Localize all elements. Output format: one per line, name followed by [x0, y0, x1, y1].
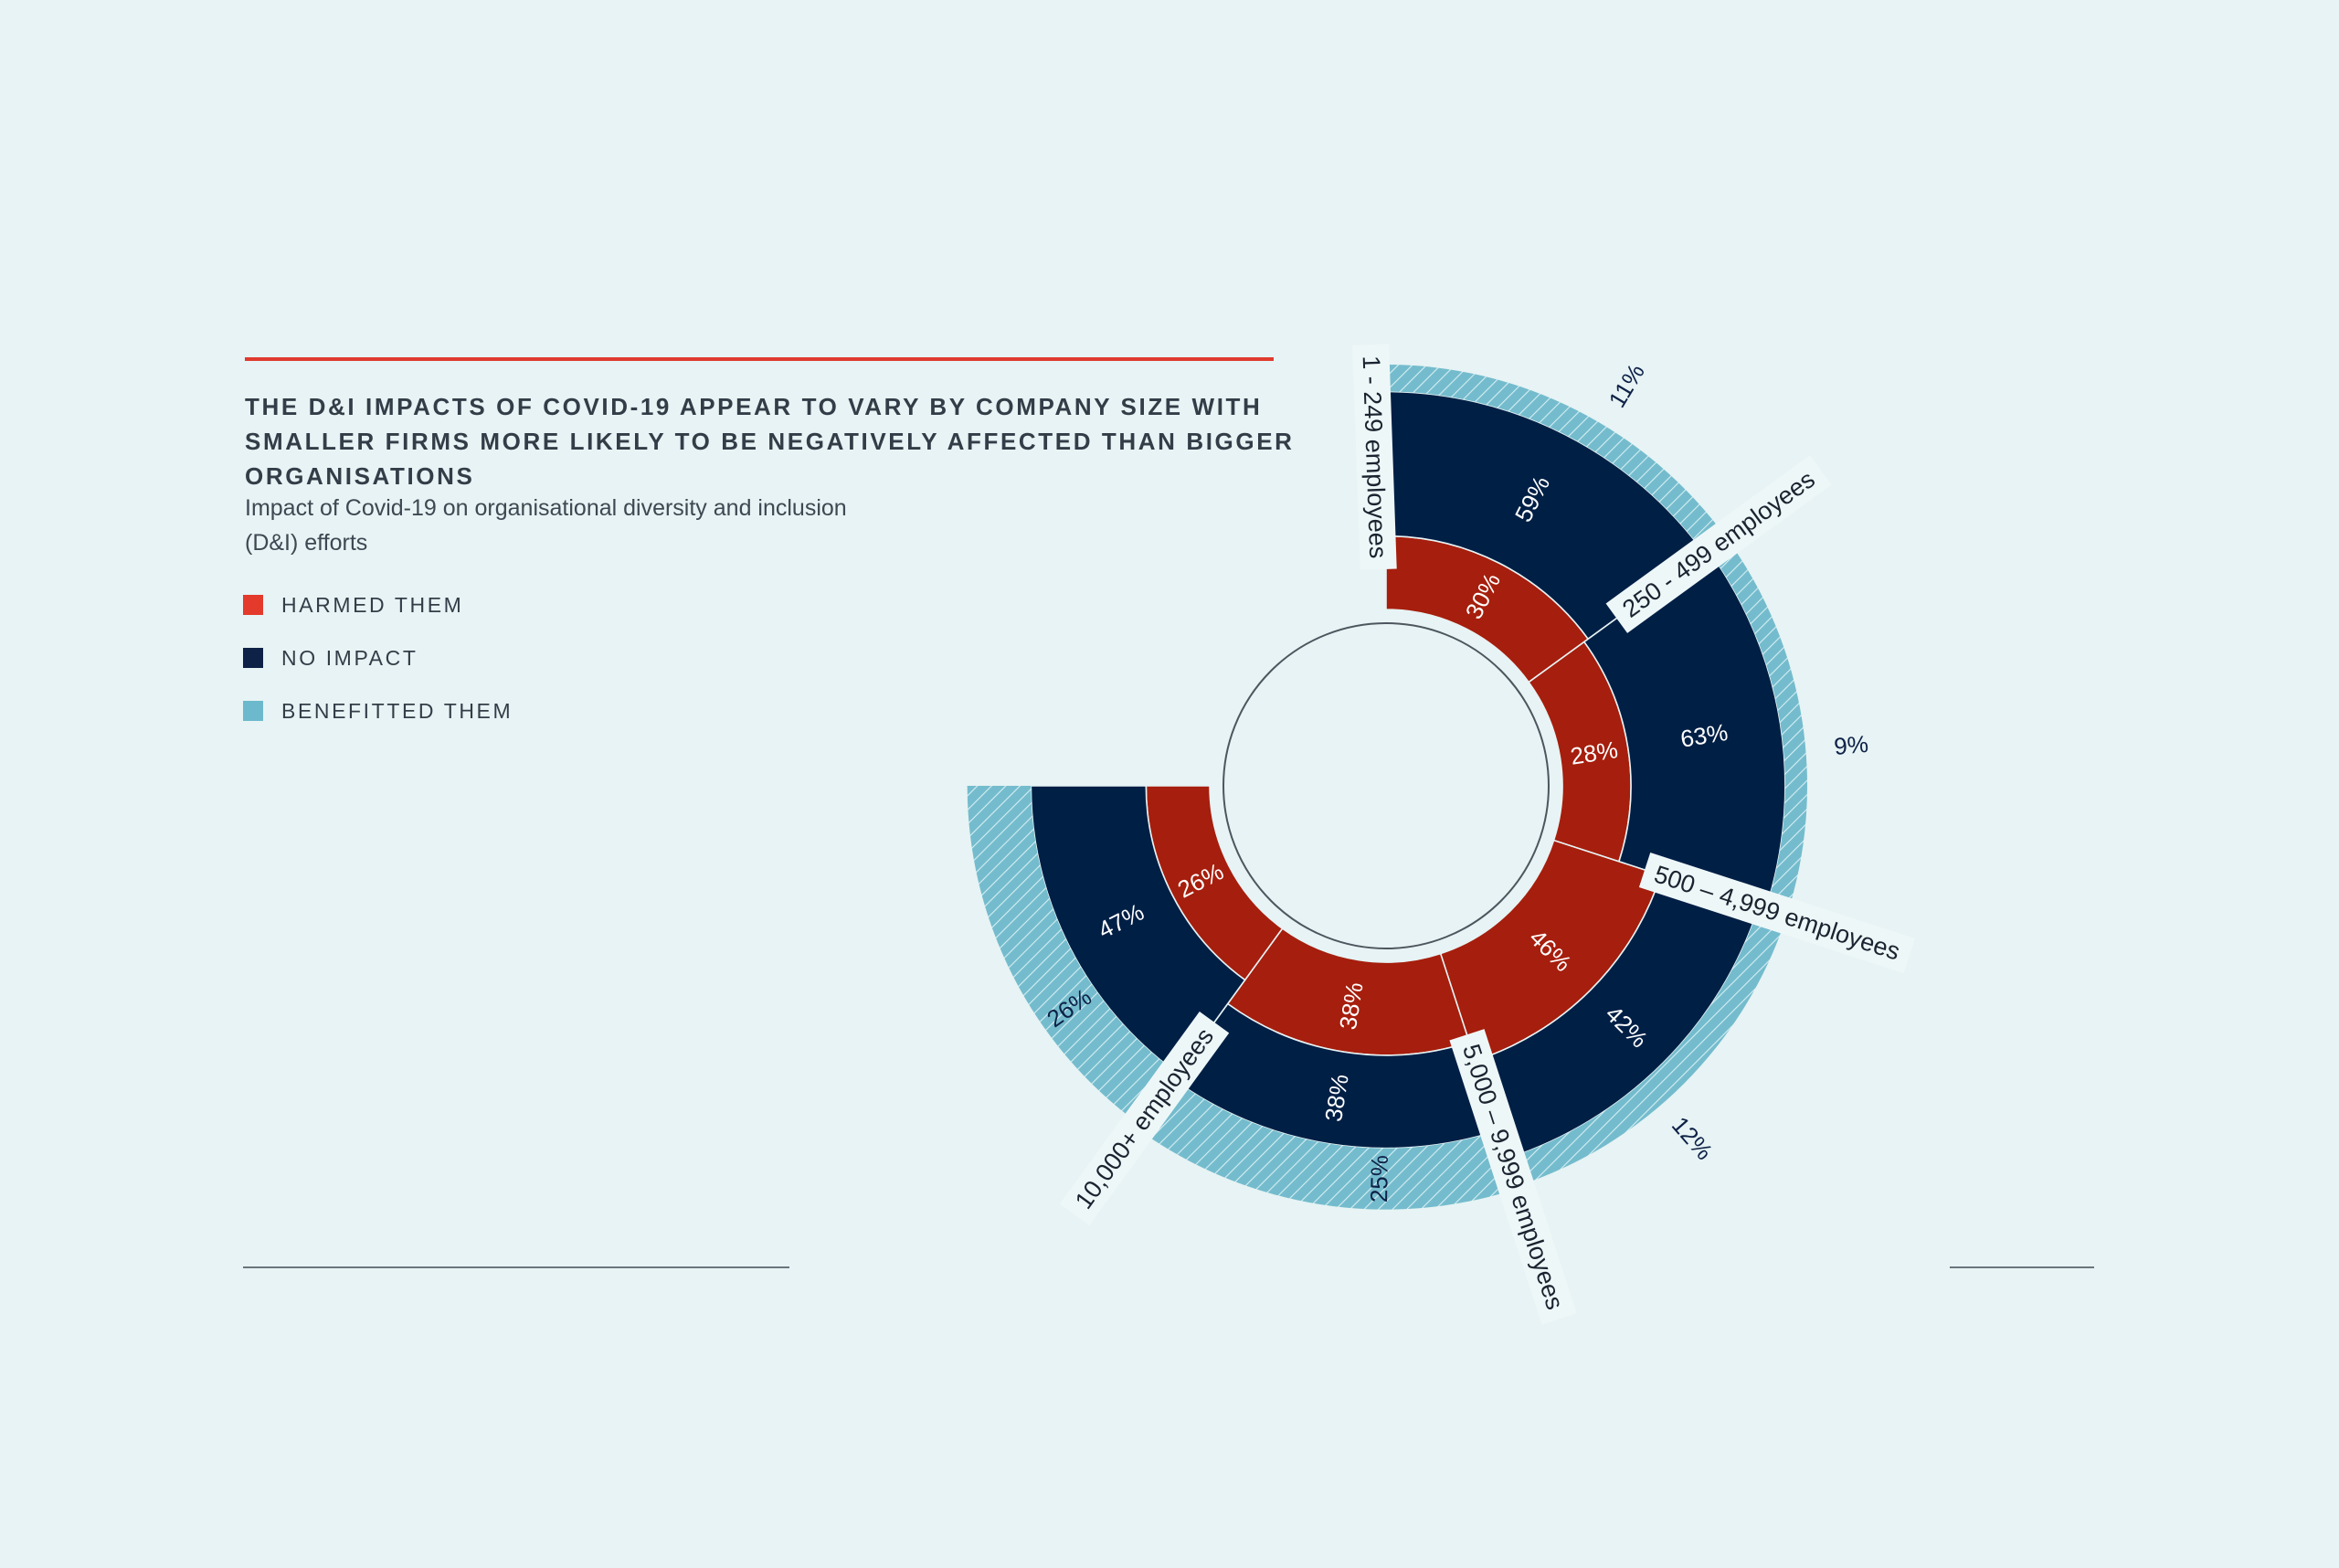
chart-title: THE D&I IMPACTS OF COVID-19 APPEAR TO VA… [245, 393, 1295, 490]
segment-benefitted-4 [1137, 1078, 1518, 1210]
legend-item-no-impact: NO IMPACT [243, 645, 513, 670]
category-label-box-1 [1352, 344, 1397, 570]
value-label-benefitted-3: 12% [1667, 1111, 1719, 1165]
chart-subtitle: Impact of Covid-19 on organisational div… [245, 495, 847, 556]
segment-benefitted-1 [1386, 365, 1727, 555]
right-divider [1950, 1266, 2094, 1268]
category-label-box-2 [1605, 455, 1832, 633]
value-label-benefitted-2: 9% [1833, 730, 1869, 760]
segment-benefitted-5 [967, 786, 1178, 1125]
category-label-box-5 [1059, 1011, 1230, 1226]
category-label-box-3 [1638, 852, 1916, 974]
category-label-box-4 [1449, 1029, 1577, 1325]
legend-swatch-benefitted [243, 701, 263, 721]
segment-benefitted-3 [1507, 906, 1787, 1187]
legend-label-harmed: HARMED THEM [281, 592, 464, 617]
value-label-benefitted-1: 11% [1603, 359, 1650, 412]
segment-benefitted-2 [1709, 538, 1807, 916]
title-accent-rule [245, 357, 1274, 361]
legend-item-benefitted: BENEFITTED THEM [243, 698, 513, 723]
center-hole [1222, 622, 1550, 949]
value-label-benefitted-4: 25% [1365, 1155, 1393, 1203]
legend-label-no-impact: NO IMPACT [281, 645, 418, 670]
legend-swatch-no-impact [243, 648, 263, 668]
legend-item-harmed: HARMED THEM [243, 592, 513, 617]
category-label-1: 1 - 249 employees [1352, 344, 1397, 570]
legend-swatch-harmed [243, 595, 263, 615]
left-divider [243, 1266, 789, 1268]
legend-label-benefitted: BENEFITTED THEM [281, 698, 513, 723]
legend: HARMED THEM NO IMPACT BENEFITTED THEM [243, 592, 513, 753]
